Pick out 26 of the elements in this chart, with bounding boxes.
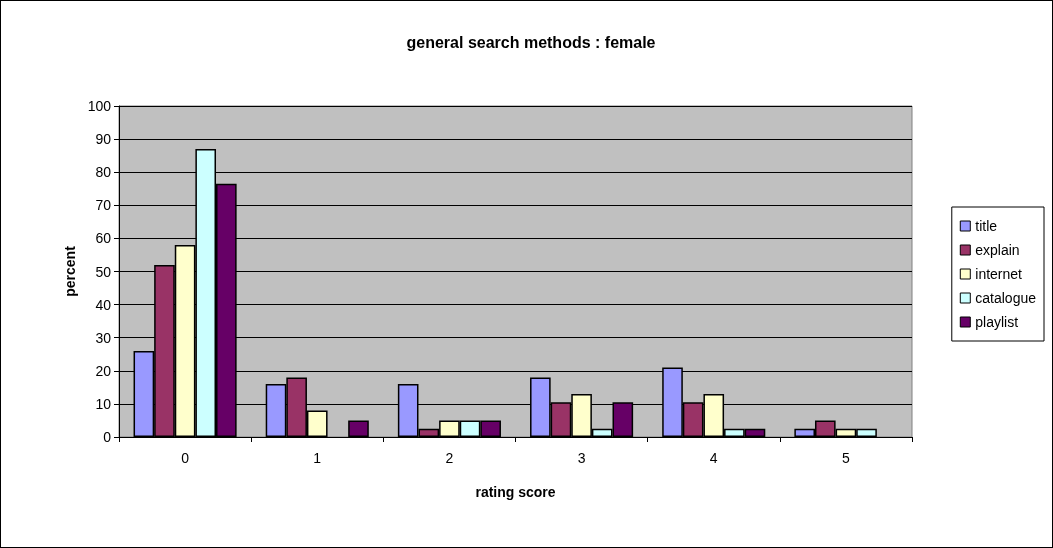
y-tick-label: 10 xyxy=(95,395,112,412)
x-tick-label: 1 xyxy=(313,450,322,466)
x-axis-title: rating score xyxy=(475,484,556,500)
y-axis-title: percent xyxy=(61,245,78,297)
y-tick-label: 30 xyxy=(95,329,112,346)
x-tick-label: 5 xyxy=(842,450,851,466)
bar xyxy=(348,420,369,437)
y-tick-label: 80 xyxy=(95,164,112,181)
x-tick-label: 4 xyxy=(709,450,718,466)
legend-label: playlist xyxy=(975,314,1019,330)
y-tick-label: 70 xyxy=(95,197,112,214)
y-tick-label: 40 xyxy=(95,296,112,313)
legend-label: internet xyxy=(975,266,1023,282)
chart-title: general search methods : female xyxy=(406,33,656,51)
y-tick-label: 50 xyxy=(95,263,112,280)
legend-label: explain xyxy=(975,242,1020,258)
y-tick-label: 100 xyxy=(87,98,112,114)
y-tick-label: 0 xyxy=(103,429,112,445)
y-tick-label: 20 xyxy=(95,362,112,379)
x-tick-label: 0 xyxy=(181,450,190,466)
y-tick-label: 90 xyxy=(95,131,112,148)
y-tick-label: 60 xyxy=(95,230,112,247)
x-tick-label: 2 xyxy=(445,450,454,466)
legend-label: catalogue xyxy=(975,290,1037,306)
x-tick-label: 3 xyxy=(577,450,586,466)
legend-label: title xyxy=(975,218,998,234)
